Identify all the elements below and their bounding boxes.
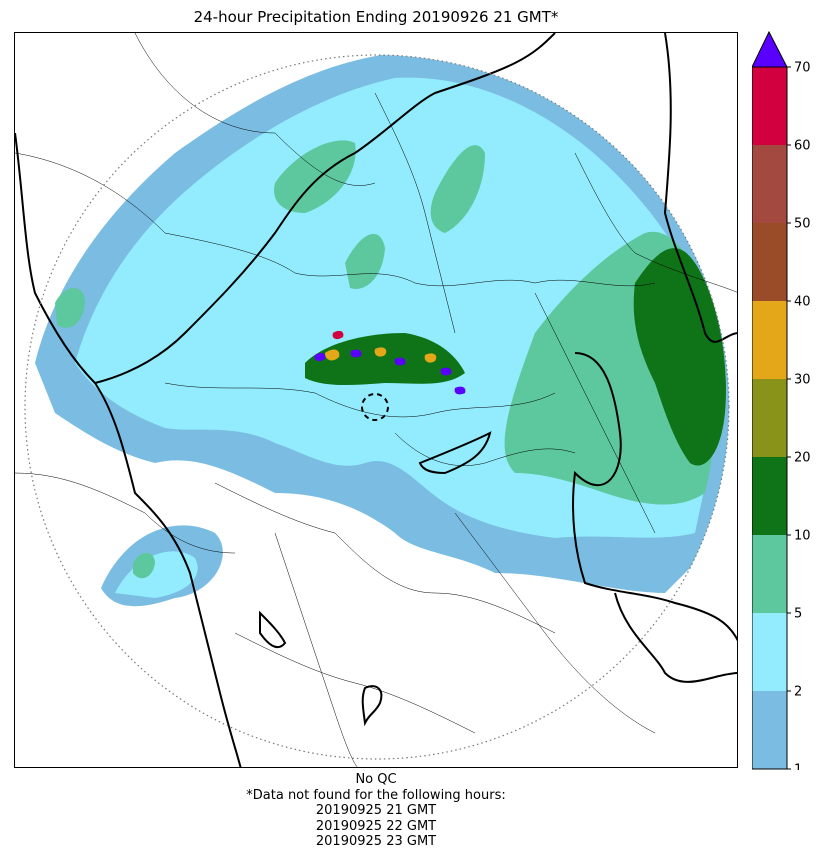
colorbar-tick-label: 30 bbox=[794, 373, 811, 388]
colorbar-tick-label: 60 bbox=[794, 139, 811, 154]
colorbar-band bbox=[752, 379, 787, 457]
radar-range-ring bbox=[24, 54, 730, 760]
colorbar-tick-label: 50 bbox=[794, 217, 811, 232]
colorbar-band bbox=[752, 67, 787, 145]
colorbar-band bbox=[752, 535, 787, 613]
state-borders bbox=[15, 33, 737, 767]
radar-map-svg bbox=[15, 33, 737, 767]
colorbar-tick-label: 20 bbox=[794, 451, 811, 466]
colorbar-band bbox=[752, 691, 787, 769]
missing-hour: 20190925 22 GMT bbox=[315, 818, 437, 834]
colorbar-tick-label: 40 bbox=[794, 295, 811, 310]
missing-hour: 20190925 21 GMT bbox=[315, 803, 437, 818]
radar-map bbox=[14, 32, 738, 768]
footnote: No QC *Data not found for the following … bbox=[14, 772, 738, 850]
colorbar-outline bbox=[751, 66, 788, 770]
missing-hour: 20190925 23 GMT bbox=[315, 834, 437, 849]
colorbar-tick-label: 5 bbox=[794, 607, 802, 622]
colorbar-bands bbox=[752, 67, 787, 769]
district-boundaries bbox=[15, 33, 737, 767]
colorbar-band bbox=[752, 223, 787, 301]
colorbar-extend-arrow bbox=[751, 30, 788, 68]
qc-note: No QC bbox=[355, 772, 397, 787]
missing-data-note: *Data not found for the following hours: bbox=[246, 787, 506, 803]
colorbar-tick-label: 2 bbox=[794, 685, 802, 700]
colorbar-svg: 1 2 5 10 20 30 40 50 60 70 bbox=[751, 30, 811, 778]
colorbar-band bbox=[752, 613, 787, 691]
colorbar-tick-label: 10 bbox=[794, 529, 811, 544]
precipitation-field bbox=[35, 55, 729, 607]
colorbar-tick-label: 1 bbox=[794, 763, 802, 771]
chart-title: 24-hour Precipitation Ending 20190926 21… bbox=[193, 8, 559, 26]
colorbar-ticks: 1 2 5 10 20 30 40 50 60 70 bbox=[787, 61, 811, 778]
colorbar-band bbox=[752, 457, 787, 535]
colorbar-band bbox=[752, 145, 787, 223]
radar-site-marker bbox=[361, 393, 389, 421]
colorbar-tick-label: 70 bbox=[794, 61, 811, 76]
colorbar-band bbox=[752, 301, 787, 379]
colorbar: 1 2 5 10 20 30 40 50 60 70 bbox=[751, 30, 811, 778]
